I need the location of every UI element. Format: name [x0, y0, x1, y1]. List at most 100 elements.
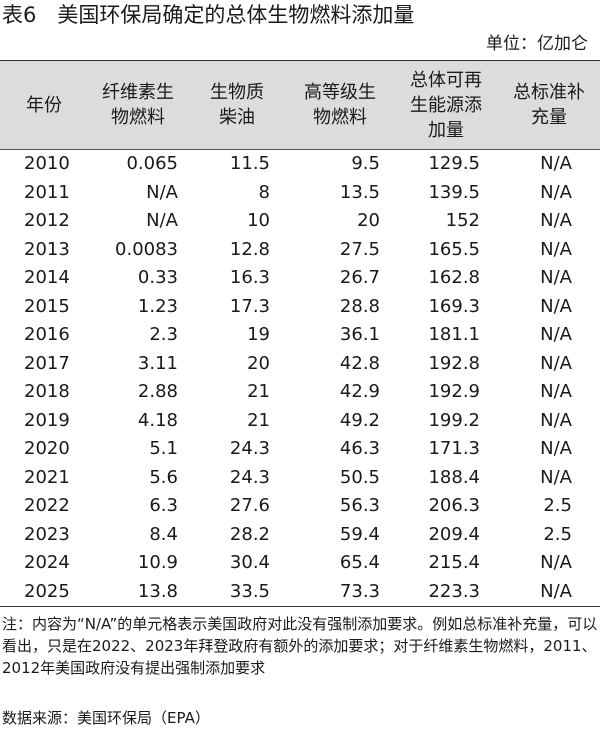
cell-year: 2018	[24, 381, 70, 402]
cell-advanced-biofuel: 46.3	[339, 438, 380, 459]
header-cellulosic-biofuel: 纤维素生 物燃料	[88, 60, 188, 150]
header-line: 生能源添	[410, 94, 482, 116]
cell-cellulosic-biofuel: 1.23	[137, 295, 178, 317]
cell-total-renewable-fuel: 162.8	[428, 267, 480, 288]
cell-cellulosic-biofuel: 5.1	[149, 438, 178, 459]
cell-total-renewable-fuel: 192.9	[428, 381, 480, 402]
table-note: 注：内容为“N/A”的单元格表示美国政府对此没有强制添加要求。例如总标准补充量，…	[2, 613, 598, 679]
cell-cellulosic-biofuel: 10.9	[137, 552, 178, 573]
cell-year: 2017	[24, 352, 70, 374]
cell-supplemental-standard: N/A	[540, 153, 572, 174]
cell-advanced-biofuel: 28.8	[339, 295, 380, 317]
cell-supplemental-standard: N/A	[540, 466, 572, 488]
header-advanced-biofuel: 高等级生 物燃料	[286, 60, 394, 150]
header-line: 年份	[26, 94, 62, 116]
cell-biomass-diesel: 16.3	[229, 267, 270, 288]
cell-advanced-biofuel: 65.4	[339, 552, 380, 573]
header-line: 柴油	[219, 107, 255, 128]
cell-cellulosic-biofuel: 3.11	[137, 352, 178, 374]
cell-biomass-diesel: 12.8	[229, 238, 270, 260]
cell-total-renewable-fuel: 181.1	[428, 324, 480, 345]
cell-advanced-biofuel: 27.5	[339, 238, 380, 260]
cell-cellulosic-biofuel: N/A	[146, 210, 178, 231]
cell-biomass-diesel: 20	[247, 352, 270, 374]
cell-cellulosic-biofuel: 0.065	[126, 153, 178, 174]
table-row: 2010 0.065 11.5 9.5 129.5 N/A	[0, 150, 600, 179]
cell-total-renewable-fuel: 188.4	[428, 466, 480, 488]
cell-year: 2019	[24, 409, 70, 431]
cell-year: 2010	[24, 153, 70, 174]
cell-total-renewable-fuel: 152	[445, 210, 480, 231]
cell-advanced-biofuel: 26.7	[339, 267, 380, 288]
table-row: 2021 5.6 24.3 50.5 188.4 N/A	[0, 464, 600, 493]
cell-advanced-biofuel: 42.8	[339, 352, 380, 374]
cell-biomass-diesel: 21	[247, 409, 270, 431]
cell-advanced-biofuel: 50.5	[339, 466, 380, 488]
note-text: 注：内容为“N/A”的单元格表示美国政府对此没有强制添加要求。例如总标准补充量，…	[2, 615, 598, 677]
header-line: 充量	[531, 107, 567, 128]
cell-cellulosic-biofuel: 5.6	[149, 466, 178, 488]
table-row: 2017 3.11 20 42.8 192.8 N/A	[0, 350, 600, 379]
cell-biomass-diesel: 11.5	[229, 153, 270, 174]
header-line: 物燃料	[111, 107, 165, 128]
cell-total-renewable-fuel: 223.3	[394, 577, 498, 607]
cell-supplemental-standard: N/A	[540, 295, 572, 317]
cell-supplemental-standard: N/A	[540, 381, 572, 402]
header-biomass-diesel: 生物质 柴油	[188, 60, 286, 150]
cell-biomass-diesel: 10	[247, 210, 270, 231]
cell-supplemental-standard: N/A	[540, 238, 572, 260]
cell-supplemental-standard: N/A	[540, 438, 572, 459]
header-supplemental-standard: 总标准补 充量	[498, 60, 600, 150]
table-row: 2016 2.3 19 36.1 181.1 N/A	[0, 321, 600, 350]
cell-cellulosic-biofuel: 13.8	[88, 577, 188, 607]
table-row: 2011 N/A 8 13.5 139.5 N/A	[0, 179, 600, 208]
table-row: 2018 2.88 21 42.9 192.9 N/A	[0, 378, 600, 407]
cell-advanced-biofuel: 73.3	[286, 577, 394, 607]
cell-biomass-diesel: 19	[247, 324, 270, 345]
table-row: 2025 13.8 33.5 73.3 223.3 N/A	[0, 577, 600, 607]
header-total-renewable-fuel: 总体可再 生能源添 加量	[394, 60, 498, 150]
cell-year: 2021	[24, 466, 70, 488]
cell-total-renewable-fuel: 206.3	[428, 495, 480, 516]
header-line: 物燃料	[313, 107, 367, 128]
cell-biomass-diesel: 21	[247, 381, 270, 402]
cell-supplemental-standard: N/A	[540, 552, 572, 573]
cell-total-renewable-fuel: 165.5	[428, 238, 480, 260]
cell-cellulosic-biofuel: 0.0083	[115, 238, 178, 260]
cell-advanced-biofuel: 20	[357, 210, 380, 231]
header-row: 年份 纤维素生 物燃料 生物质 柴油 高等级生 物燃料 总体可再 生能源添 加量 总标准补 充量	[0, 60, 600, 150]
cell-advanced-biofuel: 59.4	[339, 523, 380, 545]
table-row: 2023 8.4 28.2 59.4 209.4 2.5	[0, 521, 600, 550]
header-year: 年份	[0, 60, 88, 150]
cell-year: 2013	[24, 238, 70, 260]
cell-advanced-biofuel: 36.1	[339, 324, 380, 345]
table-row: 2024 10.9 30.4 65.4 215.4 N/A	[0, 549, 600, 578]
cell-total-renewable-fuel: 215.4	[428, 552, 480, 573]
cell-supplemental-standard: N/A	[540, 210, 572, 231]
cell-year: 2025	[0, 577, 88, 607]
cell-advanced-biofuel: 9.5	[351, 153, 380, 174]
table-body: 2010 0.065 11.5 9.5 129.5 N/A 2011 N/A 8 13.5 139.…	[0, 150, 600, 607]
header-line: 生物质	[210, 82, 264, 103]
header-line: 纤维素生	[102, 82, 174, 103]
cell-cellulosic-biofuel: 6.3	[149, 495, 178, 516]
cell-year: 2012	[24, 210, 70, 231]
cell-supplemental-standard: N/A	[540, 267, 572, 288]
header-line: 加量	[428, 119, 464, 141]
cell-supplemental-standard: 2.5	[543, 495, 572, 516]
cell-biomass-diesel: 17.3	[229, 295, 270, 317]
cell-supplemental-standard: N/A	[498, 577, 600, 607]
cell-biomass-diesel: 8	[258, 181, 270, 203]
cell-advanced-biofuel: 42.9	[339, 381, 380, 402]
unit-label: 单位：亿加仑	[486, 34, 588, 54]
cell-year: 2014	[24, 267, 70, 288]
cell-year: 2022	[24, 495, 70, 516]
cell-supplemental-standard: N/A	[540, 324, 572, 345]
cell-biomass-diesel: 24.3	[229, 466, 270, 488]
cell-cellulosic-biofuel: 0.33	[137, 267, 178, 288]
cell-cellulosic-biofuel: 4.18	[137, 409, 178, 431]
table-row: 2013 0.0083 12.8 27.5 165.5 N/A	[0, 236, 600, 265]
cell-total-renewable-fuel: 139.5	[428, 181, 480, 203]
cell-biomass-diesel: 30.4	[229, 552, 270, 573]
cell-year: 2020	[24, 438, 70, 459]
